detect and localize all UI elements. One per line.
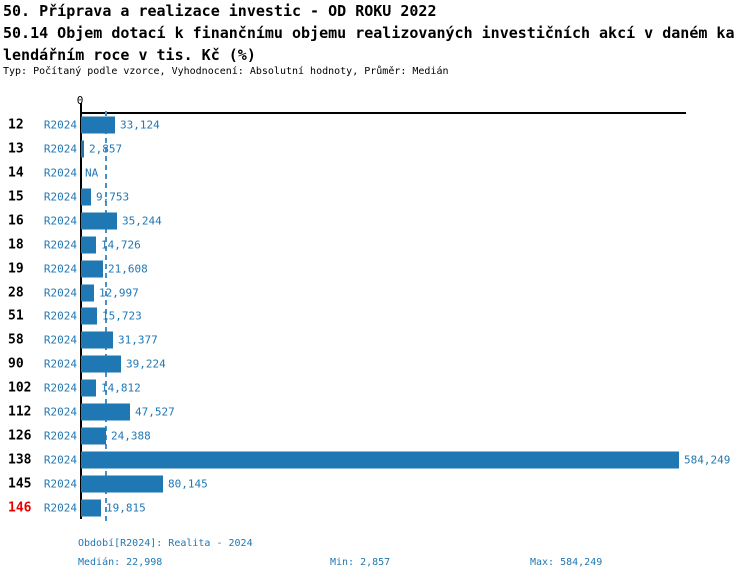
- bar-row-51: 51 R2024 15,723: [0, 305, 750, 329]
- row-category-label: 58: [8, 332, 24, 348]
- bar-row-138: 138 R2024 584,249: [0, 448, 750, 472]
- value-label: 2,857: [89, 142, 123, 156]
- bar-row-102: 102 R2024 14,812: [0, 376, 750, 400]
- value-bar: [81, 236, 96, 254]
- bar-row-16: 16 R2024 35,244: [0, 209, 750, 233]
- row-series-label: R2024: [43, 262, 77, 276]
- x-axis-line: [80, 112, 686, 114]
- bar-row-112: 112 R2024 47,527: [0, 400, 750, 424]
- value-label: 35,244: [122, 214, 162, 228]
- bar-row-28: 28 R2024 12,997: [0, 281, 750, 305]
- chart-title-line2: 50.14 Objem dotací k finančnímu objemu r…: [3, 24, 735, 42]
- value-label: 9,753: [96, 190, 130, 204]
- value-bar: [81, 331, 113, 349]
- bar-row-13: 13 R2024 2,857: [0, 137, 750, 161]
- value-label: 15,723: [102, 309, 142, 323]
- bar-row-12: 12 R2024 33,124: [0, 113, 750, 137]
- value-label: 31,377: [118, 333, 158, 347]
- value-bar: [81, 140, 84, 158]
- bar-row-15: 15 R2024 9,753: [0, 185, 750, 209]
- value-label: 21,608: [108, 262, 148, 276]
- value-bar: [81, 188, 91, 206]
- row-series-label: R2024: [43, 501, 77, 515]
- value-label: 19,815: [106, 501, 146, 515]
- row-series-label: R2024: [43, 357, 77, 371]
- value-label: 14,812: [101, 381, 141, 395]
- x-axis-zero-label: 0: [76, 94, 84, 107]
- value-label: 33,124: [120, 118, 160, 132]
- value-label: 12,997: [99, 286, 139, 300]
- row-series-label: R2024: [43, 142, 77, 156]
- bar-row-58: 58 R2024 31,377: [0, 328, 750, 352]
- value-label: 24,388: [111, 429, 151, 443]
- row-category-label: 138: [8, 452, 32, 468]
- row-category-label: 18: [8, 237, 24, 253]
- row-series-label: R2024: [43, 190, 77, 204]
- value-bar: [81, 284, 94, 302]
- row-series-label: R2024: [43, 381, 77, 395]
- row-category-label: 28: [8, 285, 24, 301]
- value-bar: [81, 499, 101, 517]
- value-label: 39,224: [126, 357, 166, 371]
- row-series-label: R2024: [43, 118, 77, 132]
- chart-subtitle: Typ: Počítaný podle vzorce, Vyhodnocení:…: [3, 66, 449, 77]
- row-category-label: 51: [8, 308, 24, 324]
- row-series-label: R2024: [43, 214, 77, 228]
- min-stat: Min: 2,857: [330, 557, 391, 568]
- row-category-label: 12: [8, 117, 24, 133]
- row-series-label: R2024: [43, 405, 77, 419]
- row-category-label: 19: [8, 261, 24, 277]
- row-category-label: 145: [8, 476, 32, 492]
- period-label: Období[R2024]: Realita - 2024: [78, 538, 253, 549]
- bar-row-145: 145 R2024 80,145: [0, 472, 750, 496]
- value-bar: [81, 116, 115, 134]
- row-series-label: R2024: [43, 166, 77, 180]
- value-bar: [81, 212, 117, 230]
- row-category-label: 146: [8, 500, 32, 516]
- value-bar: [81, 307, 97, 325]
- value-bar: [81, 475, 163, 493]
- row-category-label: 16: [8, 213, 24, 229]
- row-series-label: R2024: [43, 477, 77, 491]
- bar-row-90: 90 R2024 39,224: [0, 352, 750, 376]
- row-category-label: 13: [8, 141, 24, 157]
- value-bar: [81, 379, 96, 397]
- value-bar: [81, 427, 106, 445]
- value-bar: [81, 403, 130, 421]
- row-category-label: 15: [8, 189, 24, 205]
- value-bar: [81, 451, 679, 469]
- row-series-label: R2024: [43, 309, 77, 323]
- bar-rows: 12 R2024 33,124 13 R2024 2,857 14 R2024 NA 15 R202…: [0, 113, 750, 520]
- median-reference-line: [104, 111, 107, 524]
- row-category-label: 126: [8, 428, 32, 444]
- value-label: 584,249: [684, 453, 731, 467]
- row-category-label: 112: [8, 404, 32, 420]
- bar-row-126: 126 R2024 24,388: [0, 424, 750, 448]
- row-series-label: R2024: [43, 453, 77, 467]
- value-label: 47,527: [135, 405, 175, 419]
- value-label: NA: [85, 166, 99, 180]
- row-category-label: 90: [8, 356, 24, 372]
- row-series-label: R2024: [43, 333, 77, 347]
- row-series-label: R2024: [43, 238, 77, 252]
- bar-row-19: 19 R2024 21,608: [0, 257, 750, 281]
- bar-row-146: 146 R2024 19,815: [0, 496, 750, 520]
- row-series-label: R2024: [43, 429, 77, 443]
- value-bar: [81, 260, 103, 278]
- row-category-label: 102: [8, 380, 32, 396]
- row-category-label: 14: [8, 165, 24, 181]
- median-stat: Medián: 22,998: [78, 557, 163, 568]
- chart-title-line1: 50. Příprava a realizace investic - OD R…: [3, 2, 437, 20]
- value-label: 14,726: [101, 238, 141, 252]
- bar-row-18: 18 R2024 14,726: [0, 233, 750, 257]
- chart-title-line3: lendářním roce v tis. Kč (%): [3, 46, 256, 64]
- value-bar: [81, 355, 121, 373]
- row-series-label: R2024: [43, 286, 77, 300]
- value-label: 80,145: [168, 477, 208, 491]
- bar-row-14: 14 R2024 NA: [0, 161, 750, 185]
- max-stat: Max: 584,249: [530, 557, 603, 568]
